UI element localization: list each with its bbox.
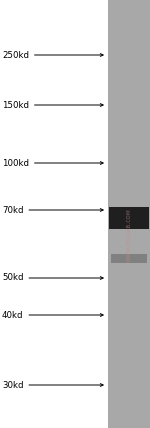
Text: 70kd: 70kd (2, 205, 103, 214)
Bar (108, 0, 150, 428)
Text: 40kd: 40kd (2, 310, 103, 319)
Text: 250kd: 250kd (2, 51, 103, 59)
Text: 150kd: 150kd (2, 101, 103, 110)
Text: 100kd: 100kd (2, 158, 103, 167)
Bar (111, 253, 147, 262)
Text: WWW.PTGLAB.COM: WWW.PTGLAB.COM (126, 208, 132, 262)
Text: 50kd: 50kd (2, 273, 103, 282)
Bar (109, 207, 149, 229)
Text: 30kd: 30kd (2, 380, 103, 389)
